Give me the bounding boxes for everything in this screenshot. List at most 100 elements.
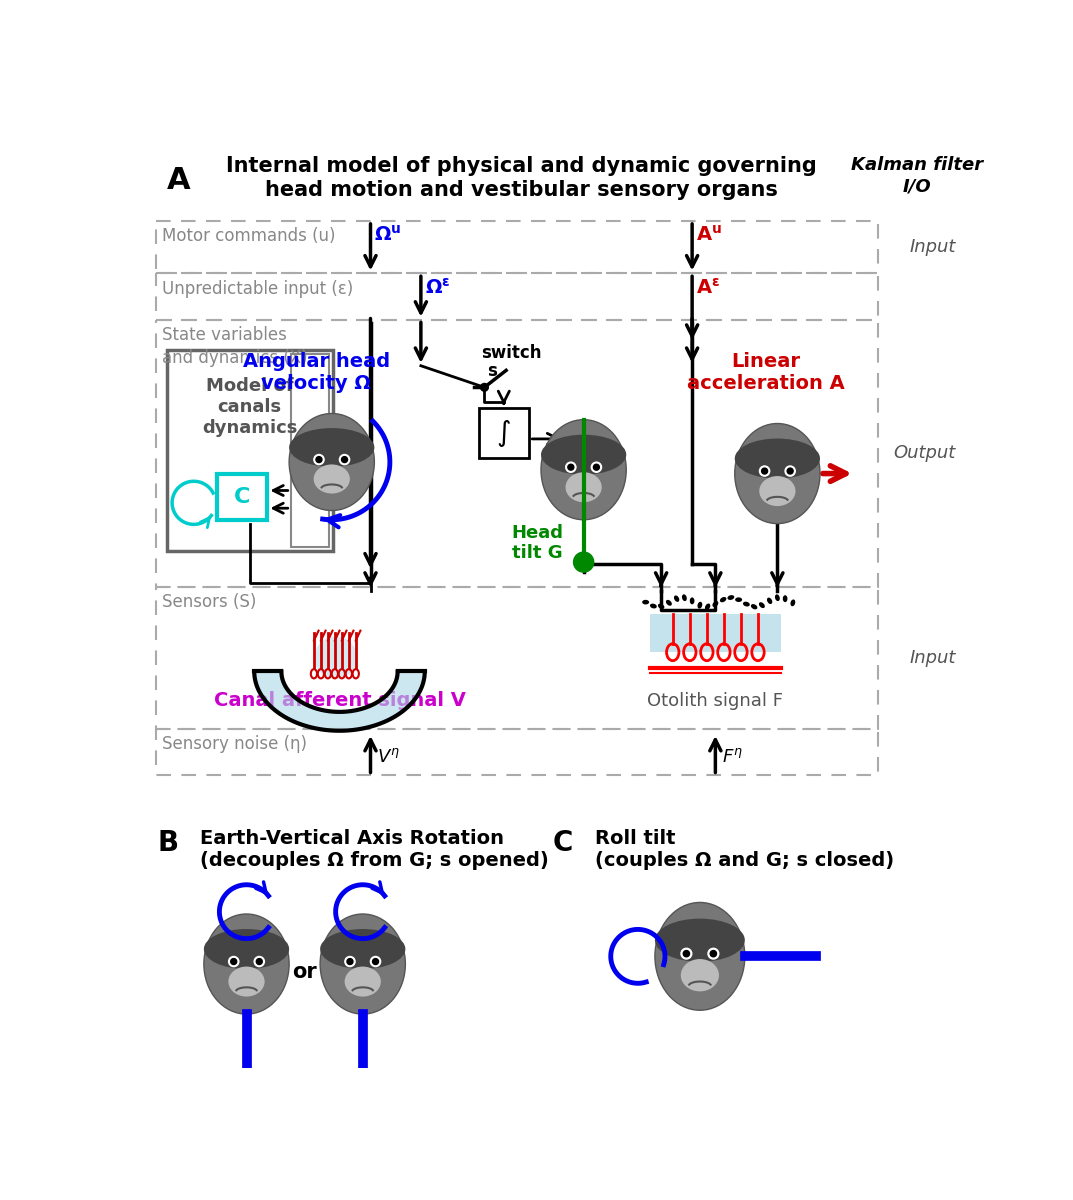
Bar xyxy=(156,587,878,730)
Bar xyxy=(156,221,878,274)
Text: Kalman filter
I/O: Kalman filter I/O xyxy=(851,156,983,196)
Text: A: A xyxy=(166,166,190,194)
Text: or: or xyxy=(292,961,317,982)
Ellipse shape xyxy=(674,595,679,602)
Circle shape xyxy=(256,959,262,965)
Text: Input: Input xyxy=(909,648,956,666)
Text: $\mathbf{A^\varepsilon}$: $\mathbf{A^\varepsilon}$ xyxy=(696,277,720,298)
Circle shape xyxy=(762,468,767,474)
Text: Canal afferent signal V: Canal afferent signal V xyxy=(214,691,466,710)
Text: $\mathbf{A^u}$: $\mathbf{A^u}$ xyxy=(696,224,722,245)
Circle shape xyxy=(710,950,717,956)
Bar xyxy=(156,319,878,587)
Ellipse shape xyxy=(320,929,406,970)
Ellipse shape xyxy=(791,600,795,606)
Ellipse shape xyxy=(697,601,703,608)
Ellipse shape xyxy=(314,636,357,679)
Bar xyxy=(217,474,267,520)
Ellipse shape xyxy=(775,594,780,601)
Circle shape xyxy=(574,552,593,572)
Circle shape xyxy=(684,950,690,956)
Ellipse shape xyxy=(735,438,820,479)
Text: s: s xyxy=(487,362,497,380)
Ellipse shape xyxy=(655,902,745,1010)
Text: $\mathbf{\Omega^u}$: $\mathbf{\Omega^u}$ xyxy=(374,224,401,245)
Circle shape xyxy=(339,455,350,464)
Ellipse shape xyxy=(720,596,726,602)
Ellipse shape xyxy=(727,595,734,600)
Ellipse shape xyxy=(743,601,750,606)
Circle shape xyxy=(370,956,381,967)
Text: $V^\eta$: $V^\eta$ xyxy=(377,749,400,767)
Ellipse shape xyxy=(344,966,381,996)
Ellipse shape xyxy=(655,919,745,961)
Text: State variables
and dynamics (X): State variables and dynamics (X) xyxy=(162,325,308,367)
Circle shape xyxy=(229,956,239,967)
FancyBboxPatch shape xyxy=(649,613,781,653)
Ellipse shape xyxy=(204,929,289,970)
Circle shape xyxy=(254,956,264,967)
Ellipse shape xyxy=(642,600,649,605)
Text: Sensory noise (η): Sensory noise (η) xyxy=(162,736,307,754)
Circle shape xyxy=(785,466,795,476)
Ellipse shape xyxy=(690,598,694,605)
Ellipse shape xyxy=(705,604,710,610)
Ellipse shape xyxy=(658,604,664,608)
Text: Unpredictable input (ε): Unpredictable input (ε) xyxy=(162,280,353,298)
Circle shape xyxy=(347,959,353,965)
Bar xyxy=(479,408,529,458)
Ellipse shape xyxy=(229,966,265,996)
Bar xyxy=(156,274,878,319)
Circle shape xyxy=(681,948,692,959)
Ellipse shape xyxy=(289,428,374,467)
Text: C: C xyxy=(234,487,250,506)
Text: Earth-Vertical Axis Rotation: Earth-Vertical Axis Rotation xyxy=(200,829,504,848)
Circle shape xyxy=(568,464,574,470)
Text: Model of
canals
dynamics: Model of canals dynamics xyxy=(202,377,297,437)
Circle shape xyxy=(315,457,322,462)
Ellipse shape xyxy=(751,604,758,610)
Ellipse shape xyxy=(650,604,657,608)
Circle shape xyxy=(593,464,600,470)
Text: $F^\eta$: $F^\eta$ xyxy=(721,749,743,767)
Ellipse shape xyxy=(735,424,820,523)
Ellipse shape xyxy=(682,594,687,601)
Ellipse shape xyxy=(680,959,719,991)
Circle shape xyxy=(788,468,793,474)
Text: Roll tilt: Roll tilt xyxy=(596,829,676,848)
Text: Output: Output xyxy=(894,444,956,462)
Ellipse shape xyxy=(320,914,406,1014)
Polygon shape xyxy=(254,672,425,731)
Circle shape xyxy=(372,959,379,965)
Ellipse shape xyxy=(565,473,602,503)
Ellipse shape xyxy=(666,600,672,606)
Ellipse shape xyxy=(767,598,773,604)
Text: Internal model of physical and dynamic governing
head motion and vestibular sens: Internal model of physical and dynamic g… xyxy=(226,156,817,199)
Circle shape xyxy=(565,462,576,473)
Text: $\mathbf{\Omega^\varepsilon}$: $\mathbf{\Omega^\varepsilon}$ xyxy=(425,277,451,298)
Ellipse shape xyxy=(712,601,718,607)
Ellipse shape xyxy=(783,595,788,602)
Ellipse shape xyxy=(735,598,743,602)
Circle shape xyxy=(341,457,348,462)
Text: switch: switch xyxy=(482,344,542,362)
Bar xyxy=(291,354,329,547)
Ellipse shape xyxy=(541,434,627,475)
Circle shape xyxy=(313,455,324,464)
Text: ∫: ∫ xyxy=(497,419,511,446)
Text: Input: Input xyxy=(909,238,956,256)
Text: Linear
acceleration A: Linear acceleration A xyxy=(687,352,844,392)
Ellipse shape xyxy=(541,420,627,520)
Ellipse shape xyxy=(760,476,795,506)
Text: Otolith signal F: Otolith signal F xyxy=(647,692,783,710)
Text: B: B xyxy=(158,829,178,857)
Text: Sensors (S): Sensors (S) xyxy=(162,593,256,611)
Text: (couples Ω and G; s closed): (couples Ω and G; s closed) xyxy=(596,851,895,870)
Ellipse shape xyxy=(204,914,289,1014)
Ellipse shape xyxy=(313,464,350,493)
Ellipse shape xyxy=(759,602,765,608)
Circle shape xyxy=(481,384,488,391)
Circle shape xyxy=(708,948,719,959)
Text: (decouples Ω from G; s opened): (decouples Ω from G; s opened) xyxy=(200,851,548,870)
Circle shape xyxy=(231,959,237,965)
